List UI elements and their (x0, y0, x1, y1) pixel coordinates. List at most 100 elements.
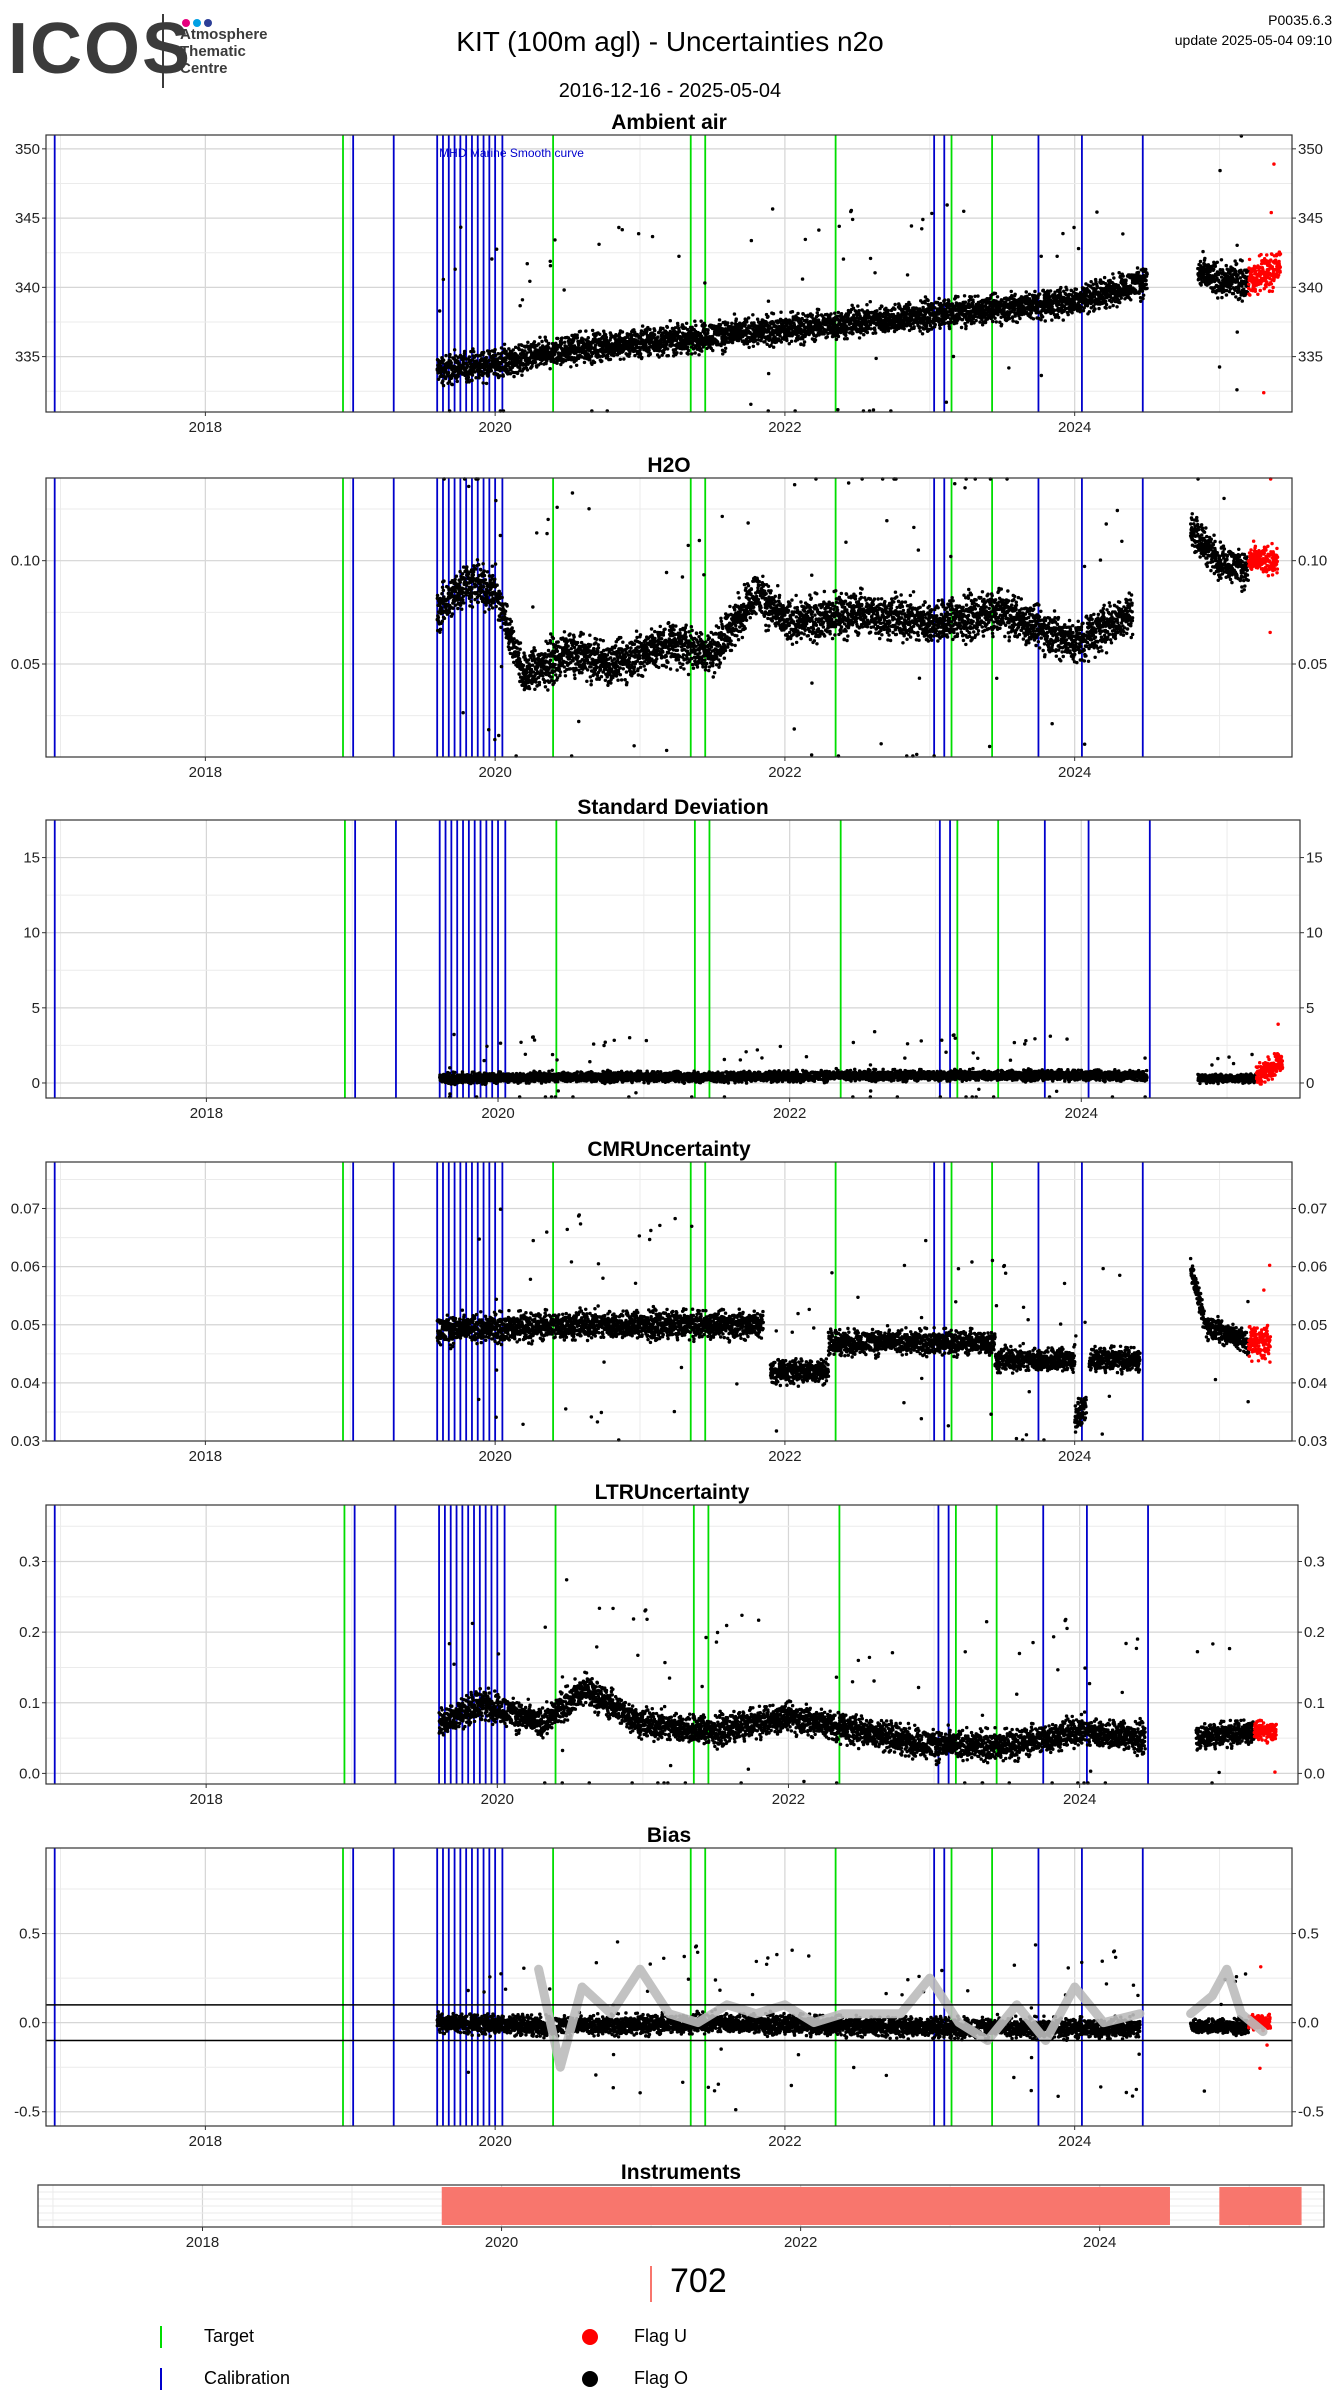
y-tick-label: 0.04 (11, 1375, 40, 1392)
panel-title: Standard Deviation (577, 796, 768, 819)
x-tick-label: 2020 (478, 419, 511, 436)
y-tick-label-right: -0.5 (1298, 2104, 1324, 2121)
panel-border (45, 1847, 1293, 2127)
y-tick-label: 10 (23, 925, 40, 942)
y-tick-label: 0.0 (19, 2015, 40, 2032)
x-tick-label: 2018 (189, 1448, 222, 1465)
panel-border (45, 477, 1293, 758)
charts-canvas: Ambient air MHD Marine Smooth curve 335 335… (11, 111, 1327, 2251)
bias-smooth-curve (1186, 1964, 1268, 2037)
y-tick-label: 0.07 (11, 1201, 40, 1218)
y-tick-label-right: 0.07 (1298, 1201, 1327, 1218)
x-tick-label: 2020 (478, 1448, 511, 1465)
y-tick-label: 0.05 (11, 1317, 40, 1334)
x-tick-label: 2022 (784, 2234, 817, 2251)
logo-subtitle: Atmosphere Thematic Centre (180, 26, 300, 77)
legend-flag-u-label: Flag U (634, 2326, 688, 2346)
y-tick-label-right: 0.04 (1298, 1375, 1327, 1392)
y-tick-label-right: 335 (1298, 349, 1323, 366)
panel-title: Ambient air (611, 111, 727, 134)
data-points-flag-o (437, 1578, 1257, 1785)
y-tick-label: 0.05 (11, 656, 40, 673)
instrument-count: 702 (670, 2262, 727, 2300)
instrument-count-marker (650, 2266, 652, 2302)
data-points-flag-o (435, 134, 1251, 413)
version-label: P0035.6.3 (1268, 12, 1332, 28)
logo-divider (162, 14, 164, 88)
panel-title: CMRUncertainty (587, 1138, 751, 1161)
x-tick-label: 2018 (189, 1791, 222, 1808)
x-tick-label: 2018 (190, 1105, 223, 1122)
y-tick-label: 15 (23, 850, 40, 867)
instrument-bar (1219, 2187, 1302, 2225)
x-tick-label: 2020 (481, 1105, 514, 1122)
legend-target-label: Target (204, 2326, 255, 2346)
x-tick-label: 2022 (768, 1448, 801, 1465)
legend-calibration-line (160, 2368, 162, 2390)
y-tick-label-right: 10 (1306, 925, 1323, 942)
y-tick-label-right: 0.2 (1304, 1624, 1325, 1641)
data-points-flag-o (435, 1940, 1251, 2112)
y-tick-label: 0.10 (11, 553, 40, 570)
y-tick-label-right: 0.0 (1304, 1765, 1325, 1782)
x-tick-label: 2018 (186, 2234, 219, 2251)
legend-calibration-label: Calibration (204, 2368, 291, 2388)
x-tick-label: 2018 (189, 2133, 222, 2150)
data-points-flag-u (1246, 1263, 1273, 1364)
logo-subtitle-line: Centre (180, 60, 228, 77)
x-tick-label: 2022 (773, 1105, 806, 1122)
y-tick-label-right: 345 (1298, 210, 1323, 227)
bias-smooth-curve (534, 1964, 1145, 2072)
x-tick-label: 2018 (189, 764, 222, 781)
y-tick-label: 340 (15, 279, 40, 296)
legend-flag-u-dot (582, 2329, 598, 2345)
y-tick-label-right: 0.05 (1298, 656, 1327, 673)
y-tick-label-right: 15 (1306, 850, 1323, 867)
legend-target-line (160, 2326, 162, 2348)
page-title: KIT (100m agl) - Uncertainties n2o (456, 26, 884, 57)
update-timestamp: update 2025-05-04 09:10 (1174, 32, 1332, 48)
x-tick-label: 2024 (1058, 1448, 1091, 1465)
y-tick-label-right: 0.10 (1298, 553, 1327, 570)
y-tick-label-right: 0.06 (1298, 1259, 1327, 1276)
x-tick-label: 2024 (1063, 1791, 1096, 1808)
x-tick-label: 2024 (1058, 419, 1091, 436)
logo-subtitle-line: Thematic (180, 43, 246, 60)
y-tick-label: 0.2 (19, 1624, 40, 1641)
y-tick-label: 0.06 (11, 1259, 40, 1276)
legend-flag-o-label: Flag O (634, 2368, 689, 2388)
x-tick-label: 2018 (189, 419, 222, 436)
logo-subtitle-line: Atmosphere (180, 26, 268, 43)
data-points-flag-u (1254, 1022, 1285, 1086)
y-tick-label: 350 (15, 141, 40, 158)
y-tick-label-right: 0.0 (1298, 2015, 1319, 2032)
x-tick-label: 2024 (1058, 764, 1091, 781)
y-tick-label: 0.5 (19, 1926, 40, 1943)
panel-border (45, 134, 1293, 413)
data-points-flag-u (1252, 1718, 1278, 1774)
y-tick-label: 0.03 (11, 1433, 40, 1450)
y-tick-label-right: 0.05 (1298, 1317, 1327, 1334)
panel-border (45, 819, 1301, 1099)
x-tick-label: 2022 (772, 1791, 805, 1808)
curve-annotation: MHD Marine Smooth curve (439, 146, 584, 160)
x-tick-label: 2020 (478, 2133, 511, 2150)
y-tick-label-right: 350 (1298, 141, 1323, 158)
x-tick-label: 2020 (478, 764, 511, 781)
logo-dots-icon (182, 14, 215, 32)
data-points-flag-o (435, 1207, 1251, 1442)
panel-border (37, 2184, 1325, 2228)
y-tick-label: 0.0 (19, 1765, 40, 1782)
x-tick-label: 2022 (768, 2133, 801, 2150)
y-tick-label: -0.5 (14, 2104, 40, 2121)
y-tick-label: 345 (15, 210, 40, 227)
data-points-flag-u (1246, 477, 1280, 635)
y-tick-label-right: 0.03 (1298, 1433, 1327, 1450)
panel-title: H2O (647, 454, 690, 477)
panel-title: Bias (647, 1824, 691, 1847)
x-tick-label: 2022 (768, 764, 801, 781)
header: ICOS Atmosphere Thematic Centre KIT (100… (0, 0, 1340, 110)
y-tick-label: 0 (32, 1075, 40, 1092)
y-tick-label: 5 (32, 1000, 40, 1017)
y-tick-label: 0.3 (19, 1554, 40, 1571)
